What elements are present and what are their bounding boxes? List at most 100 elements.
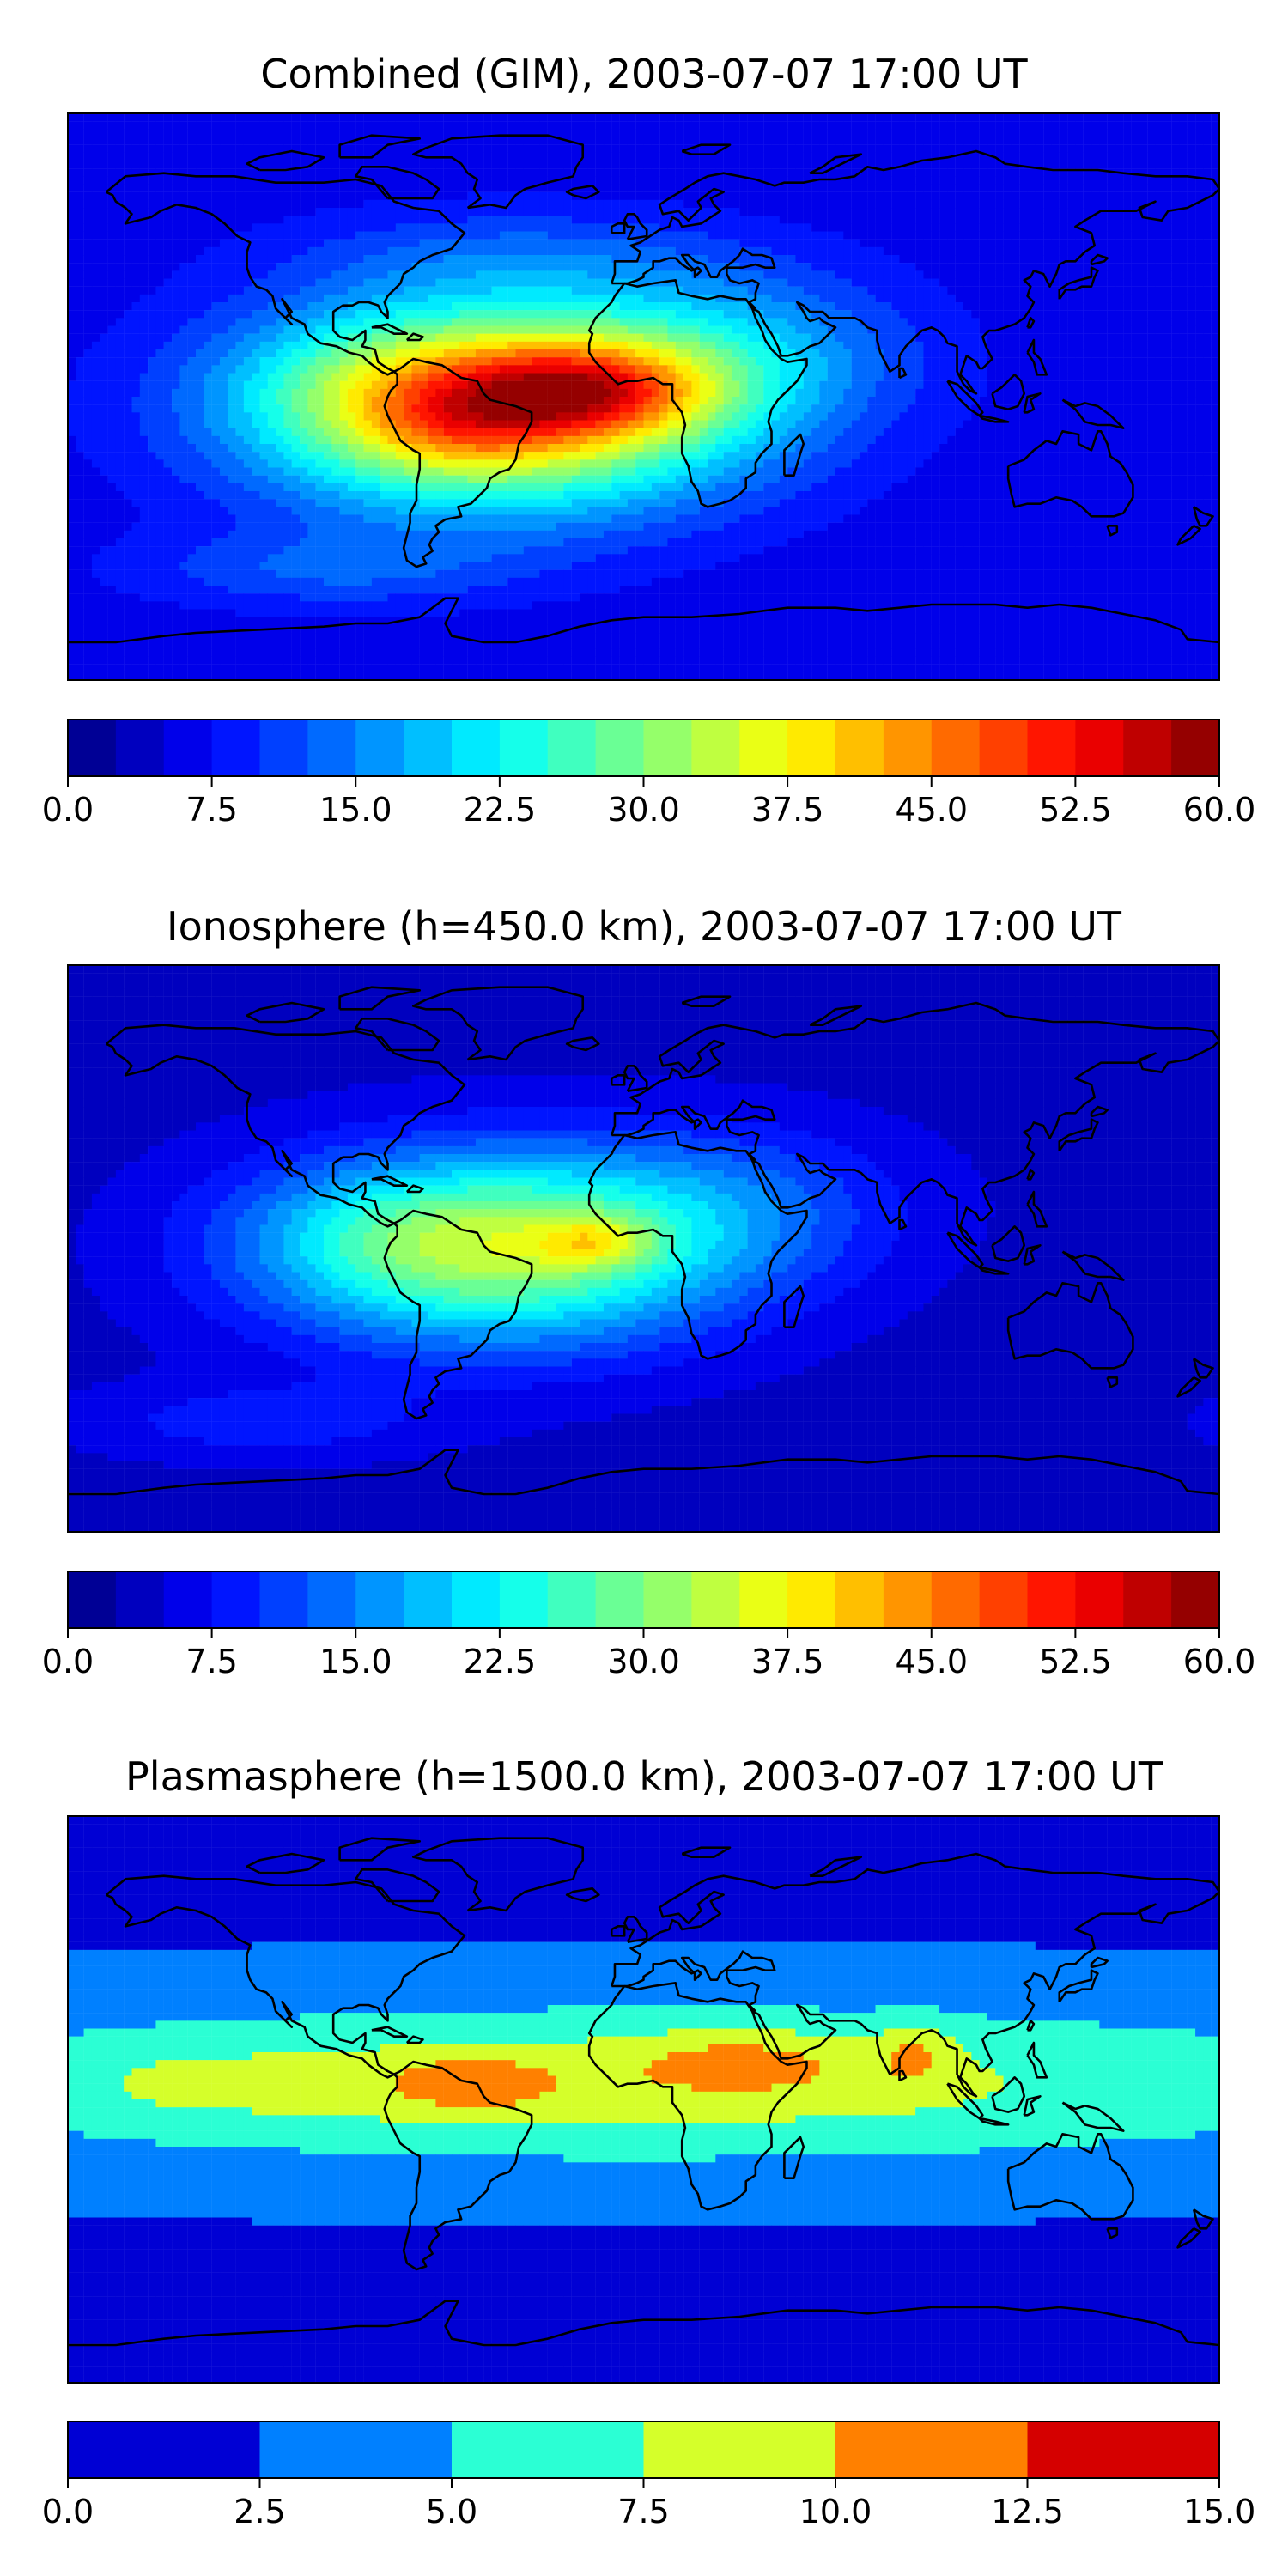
field-cell: [963, 286, 972, 295]
field-cell: [1011, 137, 1020, 145]
field-cell: [1067, 121, 1076, 130]
field-cell: [228, 325, 236, 334]
field-cell: [1099, 129, 1108, 137]
field-cell: [315, 129, 325, 137]
field-cell: [1147, 325, 1156, 334]
field-cell: [204, 223, 212, 232]
field-cell: [875, 239, 884, 248]
field-cell: [1099, 176, 1108, 185]
field-cell: [715, 152, 724, 161]
field-cell: [507, 231, 516, 240]
field-cell: [635, 152, 644, 161]
field-cell: [1059, 278, 1068, 287]
field-cell: [532, 144, 540, 154]
field-cell: [172, 255, 180, 264]
field-cell: [276, 365, 284, 374]
field-cell: [107, 129, 117, 137]
field-cell: [428, 191, 436, 201]
field-cell: [196, 255, 204, 264]
field-cell: [300, 380, 308, 390]
field-cell: [452, 231, 460, 240]
field-cell: [539, 302, 548, 311]
field-cell: [1179, 239, 1188, 248]
field-cell: [1019, 176, 1028, 185]
field-cell: [1091, 137, 1100, 145]
field-cell: [667, 231, 676, 240]
field-cell: [419, 129, 428, 137]
field-cell: [691, 255, 700, 264]
field-cell: [587, 231, 596, 240]
field-cell: [100, 333, 108, 343]
field-cell: [172, 176, 180, 185]
field-cell: [571, 341, 580, 350]
field-cell: [755, 161, 764, 169]
field-cell: [907, 302, 916, 311]
field-cell: [404, 302, 412, 311]
field-cell: [467, 278, 477, 287]
field-cell: [939, 349, 948, 358]
field-cell: [355, 231, 364, 240]
field-cell: [883, 239, 892, 248]
field-cell: [619, 168, 629, 177]
field-cell: [875, 325, 884, 334]
field-cell: [1147, 168, 1156, 177]
field-cell: [124, 302, 132, 311]
field-cell: [411, 176, 420, 185]
field-cell: [939, 121, 948, 130]
field-cell: [635, 286, 644, 295]
field-cell: [211, 294, 221, 303]
field-cell: [619, 191, 629, 201]
field-cell: [939, 318, 948, 326]
field-cell: [899, 294, 908, 303]
field-cell: [995, 223, 1004, 232]
field-cell: [1187, 270, 1196, 279]
field-cell: [539, 365, 548, 374]
field-cell: [627, 176, 636, 185]
field-cell: [499, 255, 508, 264]
field-cell: [723, 144, 732, 154]
field-cell: [1203, 137, 1212, 145]
field-cell: [556, 216, 564, 224]
field-cell: [1051, 278, 1060, 287]
field-cell: [475, 129, 484, 137]
field-cell: [443, 129, 453, 137]
field-cell: [155, 216, 164, 224]
field-cell: [731, 246, 740, 256]
field-cell: [611, 246, 620, 256]
field-cell: [467, 302, 477, 311]
field-cell: [1043, 223, 1052, 232]
field-cell: [411, 278, 420, 287]
field-cell: [875, 208, 884, 216]
field-cell: [155, 246, 164, 256]
field-cell: [563, 286, 572, 295]
field-cell: [419, 278, 428, 287]
field-cell: [1211, 208, 1219, 216]
field-cell: [947, 255, 956, 264]
field-cell: [1179, 191, 1188, 201]
field-cell: [515, 199, 524, 209]
field-cell: [683, 333, 692, 343]
field-cell: [699, 357, 708, 366]
field-cell: [204, 129, 212, 137]
field-cell: [331, 191, 340, 201]
field-cell: [1195, 270, 1204, 279]
field-cell: [1107, 286, 1116, 295]
field-cell: [1203, 168, 1212, 177]
field-cell: [843, 199, 852, 209]
field-cell: [155, 357, 164, 366]
field-cell: [196, 113, 204, 122]
field-cell: [267, 113, 276, 122]
field-cell: [419, 302, 428, 311]
field-cell: [419, 113, 428, 122]
field-cell: [1195, 208, 1204, 216]
field-cell: [683, 231, 692, 240]
field-cell: [467, 325, 477, 334]
field-cell: [963, 239, 972, 248]
field-cell: [347, 341, 356, 350]
field-cell: [443, 176, 453, 185]
field-cell: [947, 199, 956, 209]
field-cell: [1091, 263, 1100, 271]
field-cell: [979, 199, 988, 209]
field-cell: [580, 341, 588, 350]
field-cell: [491, 184, 501, 192]
